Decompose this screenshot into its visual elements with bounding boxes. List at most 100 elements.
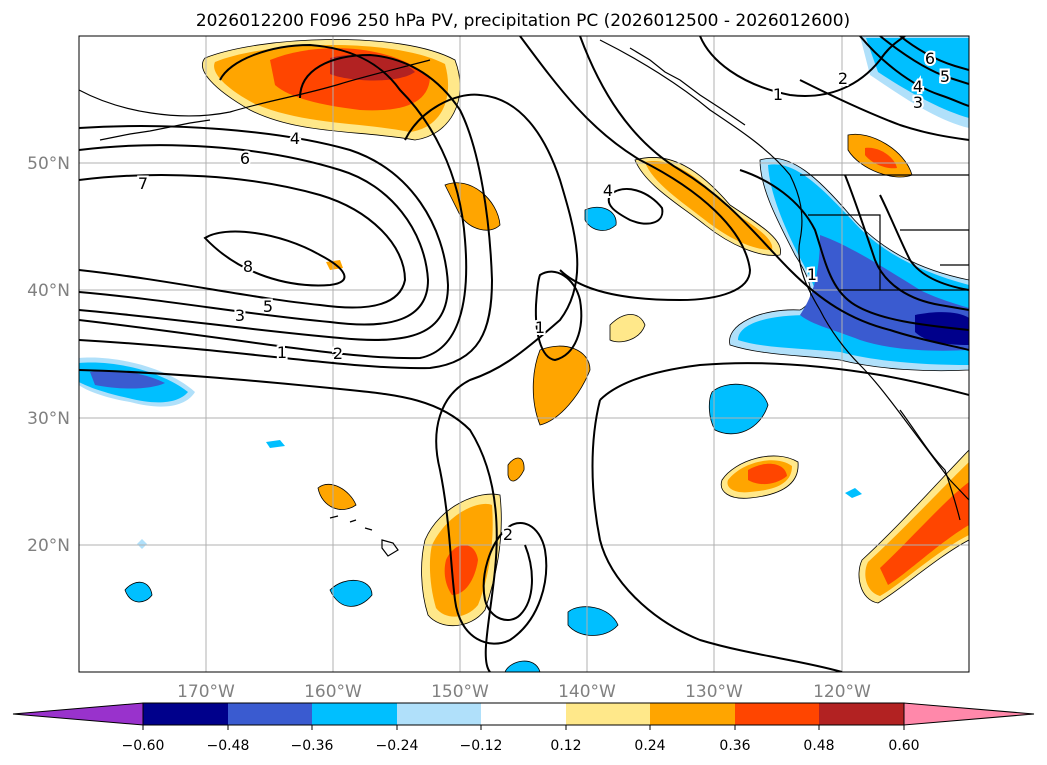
contour-label: 1 — [535, 318, 545, 337]
precip-positive-se-strong — [748, 463, 787, 485]
coastlines — [79, 39, 969, 557]
colorbar-ticks — [142, 725, 905, 730]
latitude-labels: 50°N 40°N 30°N 20°N — [27, 154, 70, 556]
pv-contour-ne-4 — [879, 36, 969, 85]
contour-label: 3 — [235, 306, 245, 325]
lat-label-40n: 40°N — [27, 281, 70, 301]
precip-negative-pacific-nw-mid — [866, 38, 969, 118]
coast-alaska — [79, 59, 431, 117]
colorbar-tick-label: 0.36 — [719, 738, 750, 754]
pv-contour-2-east — [519, 36, 752, 302]
contour-labels: 8 7 6 5 4 3 2 1 1 2 1 2 3 4 5 6 1 4 — [136, 47, 952, 546]
colorbar-tick-label: 0.24 — [634, 738, 665, 754]
contour-label: 6 — [925, 49, 935, 68]
figure-title: 2026012200 F096 250 hPa PV, precipitatio… — [196, 11, 850, 31]
contour-label: 4 — [603, 181, 613, 200]
map-panel: 8 7 6 5 4 3 2 1 1 2 1 2 3 4 5 6 1 4 — [78, 35, 970, 673]
lat-label-50n: 50°N — [27, 154, 70, 174]
state-border-2 — [808, 214, 881, 290]
map-frame — [78, 35, 970, 673]
contour-label: 2 — [503, 525, 513, 544]
coast-baja — [899, 409, 961, 521]
precip-negative-tiny3 — [137, 539, 147, 549]
pv-contour-ne-3 — [859, 36, 969, 107]
pv-contour-2 — [404, 93, 579, 645]
precip-negative-tiny2 — [845, 488, 862, 498]
precip-negative-west-strong — [90, 370, 165, 389]
contour-label: 8 — [243, 257, 253, 276]
contour-label: 5 — [940, 67, 950, 86]
pv-contour-7 — [79, 174, 407, 309]
contour-label: 7 — [138, 174, 148, 193]
lon-label-160w: 160°W — [304, 682, 362, 702]
graticule — [79, 36, 969, 672]
precip-negative-west-coast-peak — [915, 312, 969, 345]
pv-contour-coast-3 — [879, 194, 969, 291]
pv-contour-1-main — [79, 369, 498, 672]
pv-contour-4-closed — [607, 188, 664, 225]
contour-label: 3 — [913, 93, 923, 112]
lat-label-30n: 30°N — [27, 409, 70, 429]
pv-contour-3 — [79, 53, 494, 370]
precip-positive-alaska-peak — [330, 54, 415, 81]
colorbar-tick-label: −0.24 — [376, 738, 419, 754]
colorbar-segment — [566, 703, 650, 725]
lon-label-140w: 140°W — [558, 682, 616, 702]
colorbar-tick-label: 0.48 — [803, 738, 834, 754]
pv-contour-1-east — [579, 36, 969, 351]
colorbar-segment — [735, 703, 819, 725]
pv-contour-1-closed — [534, 270, 583, 362]
colorbar-extend-low — [12, 702, 144, 726]
pv-contours — [79, 36, 969, 672]
colorbar-segment — [312, 703, 397, 725]
coast-north-america — [599, 39, 969, 501]
pv-contour-ne-5 — [899, 36, 969, 71]
precip-negative-sw2 — [329, 579, 373, 607]
colorbar-tick-label: 0.12 — [550, 738, 581, 754]
pv-contour-8 — [203, 230, 346, 287]
lon-label-120w: 120°W — [813, 682, 871, 702]
contour-label: 1 — [277, 343, 287, 362]
pv-contour-ne-1 — [699, 36, 906, 97]
colorbar-tick-label: −0.36 — [291, 738, 334, 754]
contour-label: 1 — [773, 85, 783, 104]
colorbar-segment — [228, 703, 312, 725]
precip-negative-sw3 — [567, 606, 619, 636]
precip-positive-central — [532, 345, 591, 426]
contour-label: 4 — [290, 129, 300, 148]
colorbar-tick-label: −0.12 — [460, 738, 503, 754]
colorbar-segment — [397, 703, 481, 725]
colorbar-segment — [481, 703, 566, 725]
colorbar-extend-high — [903, 702, 1035, 726]
lat-label-20n: 20°N — [27, 536, 70, 556]
state-border-4 — [900, 229, 969, 266]
precip-positive-sw — [609, 314, 646, 343]
colorbar-tick-label: 0.60 — [888, 738, 919, 754]
precip-negative-sw1 — [124, 581, 153, 603]
colorbar-frame — [142, 702, 905, 726]
pv-contour-coast-1 — [739, 169, 969, 331]
colorbar-segment — [819, 703, 904, 725]
contour-label: 6 — [240, 149, 250, 168]
contour-label: 1 — [807, 265, 817, 284]
coast-aleutians — [99, 119, 211, 141]
contour-label: 2 — [838, 69, 848, 88]
precip-positive-hawaii-north — [317, 483, 357, 510]
precip-negative-subtropic — [708, 383, 769, 435]
colorbar: −0.60 −0.48 −0.36 −0.24 −0.12 0.12 0.24 … — [12, 702, 1035, 754]
colorbar-tick-label: −0.60 — [122, 738, 165, 754]
precip-negative-tiny1 — [266, 440, 285, 448]
precip-negative-blob — [584, 206, 617, 231]
hawaii-islands — [329, 515, 399, 557]
lon-label-130w: 130°W — [685, 682, 743, 702]
pv-contour-6 — [79, 144, 430, 326]
precip-positive-small-east — [507, 457, 525, 482]
pv-contour-south-loop — [591, 362, 969, 672]
lon-label-150w: 150°W — [431, 682, 489, 702]
contour-label: 4 — [913, 77, 923, 96]
longitude-labels: 170°W 160°W 150°W 140°W 130°W 120°W — [177, 682, 871, 702]
coast-bc-islands — [629, 47, 746, 126]
colorbar-segment — [650, 703, 735, 725]
precip-positive-mexico-strong — [880, 482, 969, 585]
